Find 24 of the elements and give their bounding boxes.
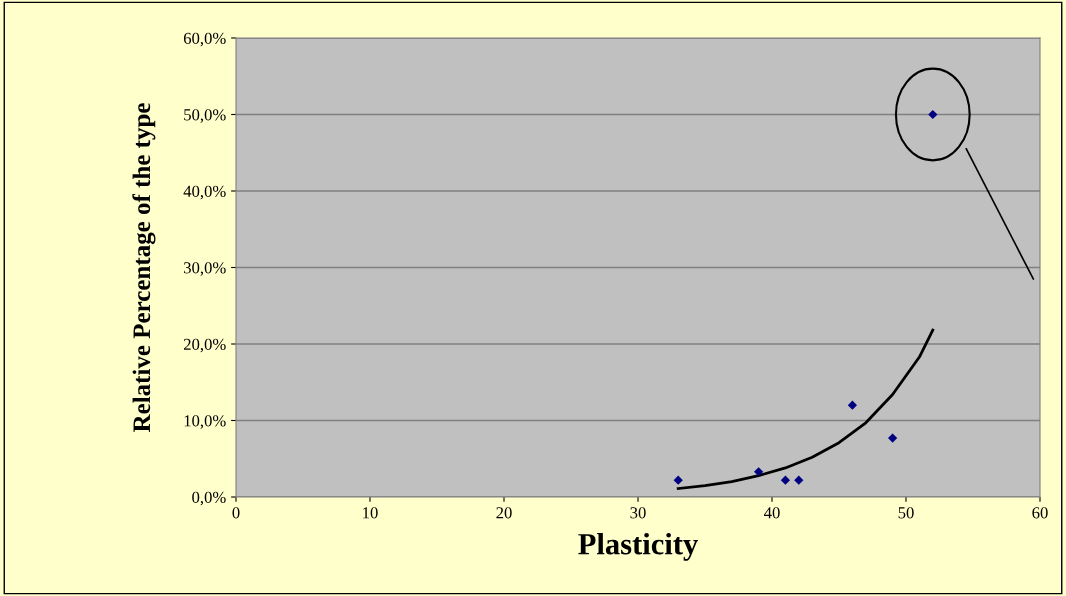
x-tick-label: 30: [630, 507, 646, 519]
y-tick-label: 50,0%: [184, 109, 226, 123]
line-series: [676, 328, 935, 490]
point: [753, 467, 764, 477]
y-tick-label: 0,0%: [192, 491, 226, 506]
x-tick-label: 60: [1032, 507, 1048, 519]
point: [780, 475, 791, 485]
x-tick-label: 40: [763, 507, 780, 519]
y-tick-label: 40,0%: [183, 185, 226, 200]
point: [847, 400, 858, 410]
y-axis-title: Relative Percentage of the type: [132, 103, 156, 433]
point: [673, 475, 683, 485]
y-tick-label: 20,0%: [183, 338, 226, 353]
x-tick-label: 50: [898, 507, 914, 519]
x-axis-title: Plasticity: [578, 532, 698, 561]
y-tick-label: 10,0%: [184, 415, 226, 429]
x-tick-label: 10: [363, 507, 378, 519]
x-tick-label: 0: [232, 507, 240, 519]
y-tick-label: 30,0%: [184, 262, 226, 276]
y-tick-label: 60,0%: [183, 32, 226, 47]
point: [928, 109, 938, 120]
point: [794, 475, 804, 485]
point: [887, 433, 898, 443]
x-tick-label: 20: [496, 507, 512, 519]
